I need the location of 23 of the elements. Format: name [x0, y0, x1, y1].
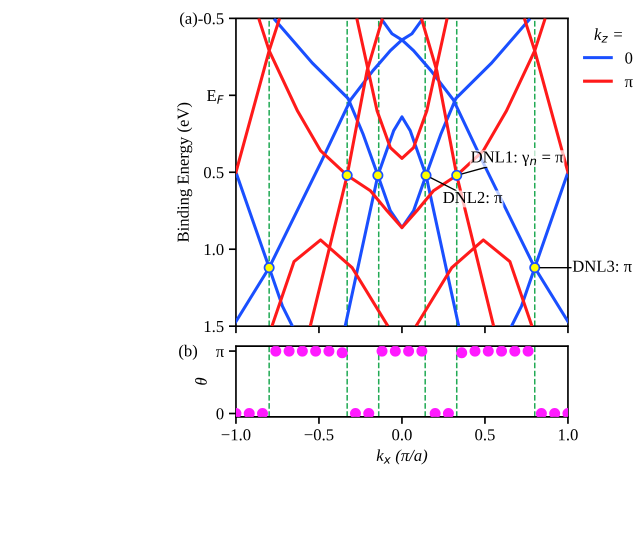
- y-tick-label: -0.5: [198, 13, 224, 24]
- annotation: DNL2: π: [443, 192, 502, 204]
- y-tick-label: 0.5: [204, 166, 224, 178]
- x-tick-label: 0.5: [475, 429, 495, 440]
- y-tick-label: 1.0: [204, 244, 224, 256]
- x-tick-label: −0.5: [304, 429, 334, 440]
- legend-label: π: [624, 79, 633, 88]
- legend-label: 0: [625, 52, 632, 64]
- x-axis-title: k$_{x}$ (π/a): [376, 449, 428, 464]
- y-axis-title: Binding Energy (eV): [177, 102, 192, 242]
- text: (a): [180, 12, 198, 28]
- annotation: DNL3: π: [572, 260, 632, 272]
- y-tick-label: E$_{F}$: [206, 90, 224, 104]
- y-tick-label: 1.5: [204, 320, 224, 332]
- x-tick-label: −1.0: [222, 429, 250, 440]
- y-axis-title: θ: [194, 378, 207, 385]
- y-tick-label: π: [216, 349, 224, 358]
- annotation: DNL1: γ$_{n}$ = π: [471, 151, 564, 166]
- x-tick-label: 0.0: [392, 429, 412, 440]
- y-tick-label: 0: [216, 408, 224, 420]
- legend-title: k$_{z}$ =: [594, 28, 622, 43]
- x-tick-label: 1.0: [558, 429, 578, 440]
- text: (b): [179, 344, 198, 360]
